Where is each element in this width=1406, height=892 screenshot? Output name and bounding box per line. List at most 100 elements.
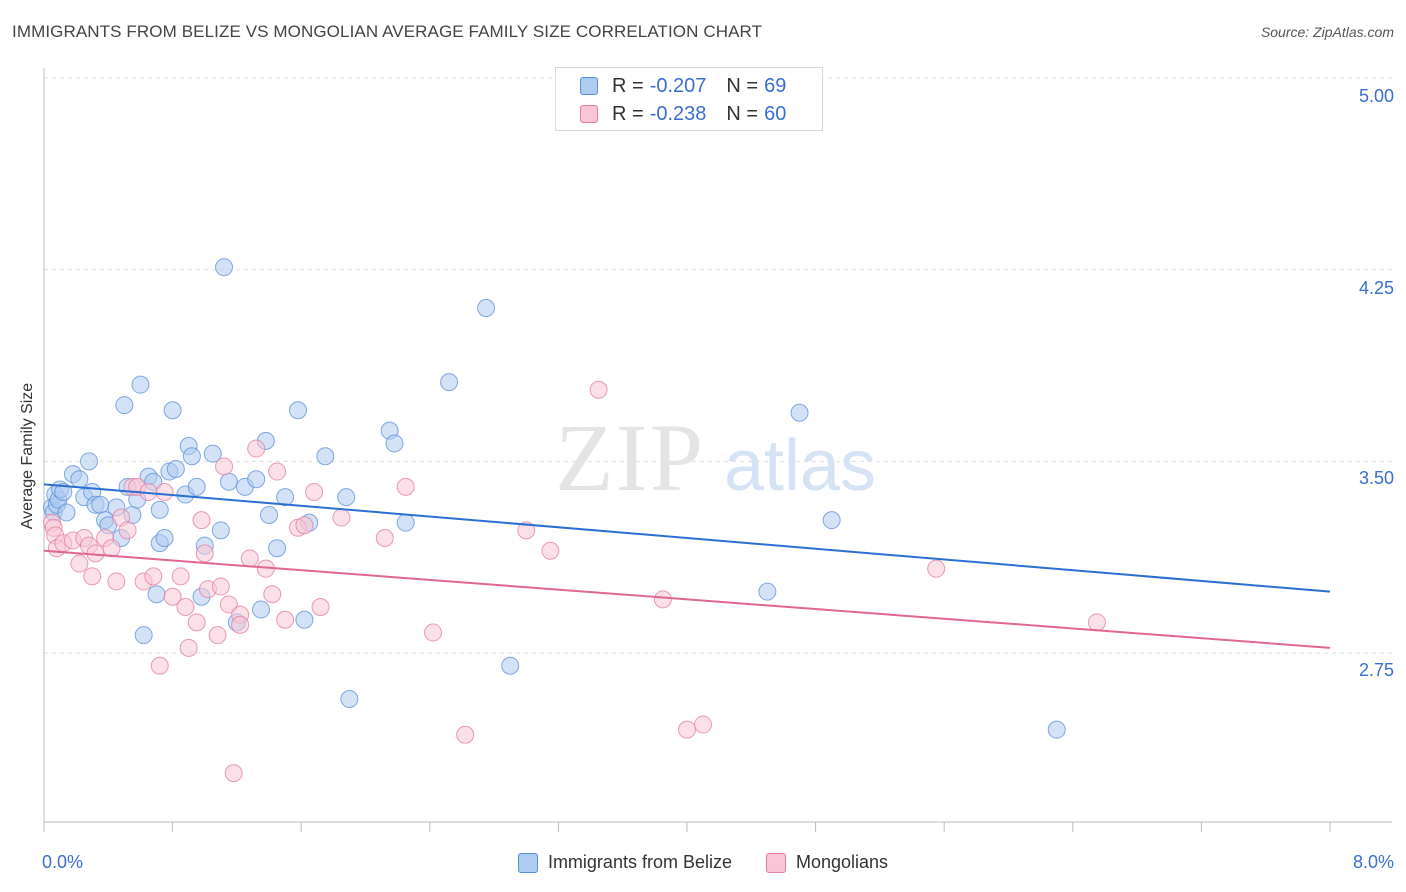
belize-point [822, 511, 841, 530]
mongolians-point [150, 656, 169, 675]
belize-point [187, 477, 206, 496]
mongolians-point [332, 508, 351, 527]
series-legend: Immigrants from Belize Mongolians [0, 852, 1406, 873]
mongolians-point [541, 541, 560, 560]
belize-point [268, 539, 287, 558]
belize-point [54, 483, 73, 501]
stats-legend-row-belize: R = -0.207 N = 69 [580, 74, 786, 98]
mongolians-point [311, 598, 330, 616]
points-layer [43, 258, 1106, 783]
belize-point [163, 401, 182, 420]
mongolians-point [653, 590, 672, 609]
legend-item-mongolians[interactable]: Mongolians [765, 852, 889, 873]
mongolians-point [211, 577, 230, 596]
belize-point [440, 373, 459, 392]
mongolians-point [219, 595, 238, 614]
mongolians-point [694, 715, 713, 734]
belize-point [477, 299, 496, 317]
mongolians-point [215, 457, 234, 476]
y-tick-2-75: 2.75 [1358, 660, 1394, 680]
belize-point [396, 513, 415, 532]
belize-point [501, 656, 520, 675]
belize-point [91, 495, 110, 514]
r-label: R = [612, 74, 644, 97]
mongolians-point [176, 598, 195, 616]
belize-point [252, 600, 271, 619]
r-value: -0.207 [649, 74, 707, 97]
mongolians-point [276, 610, 295, 629]
belize-point [80, 452, 99, 471]
belize-point [131, 375, 150, 394]
stats-legend-row-mongolians: R = -0.238 N = 60 [580, 102, 786, 126]
legend-item-belize[interactable]: Immigrants from Belize [517, 852, 732, 873]
n-value: 69 [764, 74, 787, 97]
source-label: Source: ZipAtlas.com [1260, 24, 1394, 40]
watermark-zip: ZIP [555, 404, 705, 511]
grid-layer [44, 77, 1392, 654]
mongolians-point [195, 544, 214, 563]
mongolians-point [102, 539, 121, 558]
belize-point [134, 626, 153, 645]
mongolians-point [263, 585, 282, 604]
mongolians-point [517, 521, 536, 540]
watermark: ZIP atlas [555, 404, 876, 511]
belize-point [182, 447, 201, 466]
mongolians-swatch [580, 105, 598, 123]
watermark-atlas: atlas [724, 426, 876, 506]
r-label: R = [612, 102, 644, 125]
mongolians-point [224, 764, 243, 783]
belize-point [337, 488, 356, 507]
mongolians-point [192, 511, 211, 530]
belize-point [215, 258, 234, 277]
belize-point [150, 500, 169, 519]
belize-point [219, 472, 238, 491]
axes-layer [43, 68, 1392, 832]
mongolians-point [678, 720, 696, 739]
legend-label: Mongolians [795, 852, 889, 872]
mongolians-point [231, 615, 250, 634]
belize-point [295, 610, 314, 629]
mongolians-point [83, 567, 102, 586]
belize-point [247, 470, 266, 489]
belize-trend-line [43, 483, 1331, 593]
mongolians-point [589, 380, 608, 399]
belize-legend-swatch [517, 852, 538, 873]
belize-point [260, 506, 279, 524]
belize-point [57, 503, 76, 522]
belize-point [1047, 720, 1066, 739]
belize-point [115, 396, 134, 415]
mongolians-point [179, 638, 198, 657]
belize-point [316, 447, 335, 466]
y-tick-3-50: 3.50 [1358, 468, 1394, 488]
mongolians-point [163, 587, 182, 606]
belize-point [147, 585, 166, 604]
mongolians-point [240, 549, 259, 568]
belize-swatch [580, 77, 598, 95]
mongolians-point [295, 516, 314, 535]
mongolians-point [171, 567, 190, 586]
belize-point [211, 521, 230, 540]
belize-point [166, 460, 185, 478]
x-tick-max: 8.0% [1352, 852, 1394, 872]
belize-point [340, 690, 359, 708]
belize-point [155, 529, 174, 547]
n-value: 60 [764, 102, 787, 125]
mongolians-point [70, 554, 89, 573]
legend-label: Immigrants from Belize [547, 852, 732, 872]
mongolians-point [305, 483, 324, 501]
belize-point [385, 434, 404, 453]
mongolians-point [118, 521, 137, 540]
chart-title: IMMIGRANTS FROM BELIZE VS MONGOLIAN AVER… [12, 22, 763, 41]
belize-point [70, 470, 89, 489]
y-tick-4-25: 4.25 [1358, 278, 1394, 298]
belize-point [288, 401, 307, 420]
mongolians-legend-swatch [765, 852, 786, 873]
mongolians-trend-line [43, 549, 1331, 649]
belize-point [758, 582, 777, 601]
mongolians-point [155, 483, 174, 501]
trend-layer [43, 483, 1331, 649]
belize-point [790, 403, 809, 422]
mongolians-point [927, 559, 946, 578]
mongolians-point [247, 439, 266, 458]
belize-point [203, 444, 222, 463]
